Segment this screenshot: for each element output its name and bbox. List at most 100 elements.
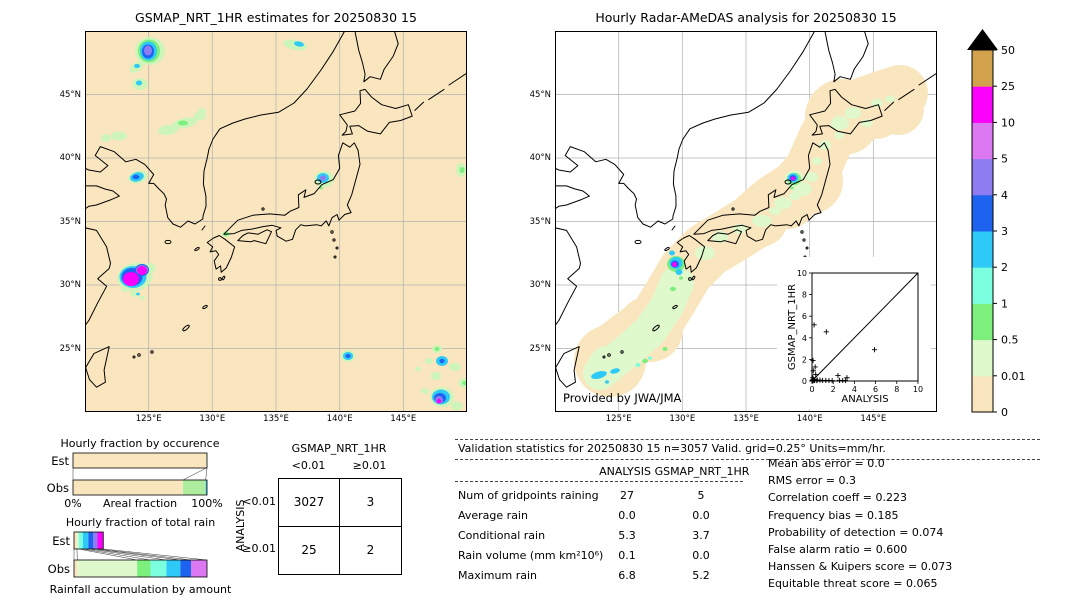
- left-map-title: GSMAP_NRT_1HR estimates for 20250830 15: [135, 10, 417, 25]
- stats-row: Num of gridpoints raining 27 5: [455, 485, 755, 505]
- inset-y-tick: 0: [802, 377, 807, 386]
- bar-segment: [97, 532, 104, 549]
- colorbar: 0 0.01 0.5 1 2 3 4 5 10 25 50: [967, 29, 1026, 419]
- row-label-est: Est: [52, 534, 70, 548]
- colorbar-segment: [972, 267, 993, 304]
- provider-credit: Provided by JWA/JMA: [563, 391, 682, 405]
- stats-value-gsmap: 5.2: [692, 568, 710, 582]
- map-gridlines: [85, 31, 467, 412]
- inset-x-tick: 0: [809, 385, 814, 394]
- bar-segment: [73, 480, 183, 495]
- bar-segment: [82, 532, 89, 549]
- stats-value-analysis: 5.3: [618, 528, 636, 542]
- x-tick-100: 100%: [191, 497, 222, 510]
- validation-stats-header: Validation statistics for 20250830 15 n=…: [458, 442, 886, 455]
- inset-x-tick: 4: [852, 385, 857, 394]
- inset-y-tick: 2: [802, 355, 807, 364]
- stats-value-gsmap: 3.7: [692, 528, 710, 542]
- inset-y-tick: 4: [802, 334, 807, 343]
- totalrain-fraction-chart: Hourly fraction of total rain Est Obs Rainf…: [48, 516, 232, 596]
- bar-segment: [137, 560, 151, 577]
- colorbar-tick-label: 2: [1001, 261, 1008, 274]
- bar-segment: [74, 532, 77, 549]
- contingency-col-label-lt: <0.01: [291, 459, 326, 472]
- stats-row: Conditional rain 5.3 3.7: [455, 525, 755, 545]
- colorbar-segment: [972, 158, 993, 196]
- lat-tick-label: 40°N: [529, 153, 551, 163]
- inset-x-tick: 2: [831, 385, 836, 394]
- inset-y-tick: 8: [802, 291, 807, 300]
- stats-col-analysis: ANALYSIS: [599, 465, 651, 478]
- contingency-row-label-ge: ≥0.01: [242, 542, 276, 555]
- inset-y-axis-label: GSMAP_NRT_1HR: [787, 284, 798, 370]
- colorbar-segment: [972, 303, 993, 341]
- colorbar-tick-label: 4: [1001, 189, 1008, 202]
- colorbar-tick-label: 1: [1001, 297, 1008, 310]
- stats-metric: Hanssen & Kuipers score = 0.073: [768, 560, 953, 574]
- scatter-point: [811, 378, 817, 384]
- colorbar-segment: [972, 231, 993, 268]
- scatter-point: [823, 329, 829, 335]
- scatter-point: [844, 375, 850, 381]
- stats-value-gsmap: 0.0: [692, 508, 710, 522]
- identity-line: [811, 272, 919, 382]
- scatter-point: [810, 357, 816, 364]
- colorbar-tick-label: 10: [1001, 116, 1015, 129]
- lat-tick-label: 40°N: [59, 153, 81, 163]
- right-map-title: Hourly Radar-AMeDAS analysis for 2025083…: [595, 10, 897, 25]
- colorbar-tick-label: 3: [1001, 225, 1008, 238]
- lon-tick-label: 130°E: [669, 414, 696, 424]
- scatter-point: [842, 377, 848, 384]
- bar-segment: [76, 532, 79, 549]
- stats-row-label: Rain volume (mm km²10⁶): [458, 548, 604, 562]
- colorbar-segment: [972, 194, 993, 232]
- validation-stats-panel: Validation statistics for 20250830 15 n=…: [455, 437, 1055, 607]
- bar-segment: [166, 560, 181, 577]
- lon-tick-label: 135°E: [733, 414, 759, 424]
- divider: [455, 459, 1040, 460]
- stats-metric: RMS error = 0.3: [768, 474, 856, 488]
- lon-tick-label: 135°E: [263, 414, 289, 424]
- scatter-point: [835, 373, 841, 379]
- contingency-col-axis-label: GSMAP_NRT_1HR: [291, 442, 387, 455]
- lon-tick-label: 145°E: [860, 414, 887, 424]
- row-label-est: Est: [51, 454, 69, 468]
- stats-row-label: Maximum rain: [458, 568, 537, 582]
- bar-segment: [191, 560, 207, 577]
- inset-scatter-plot: 00 2 2 4 4 6 6 8 8 10 10 ANALYSIS GSMAP_NRT_1HR: [777, 257, 931, 409]
- contingency-row-axis-label: ANALYSIS: [234, 499, 247, 552]
- contingency-cell-01: 3: [340, 479, 401, 527]
- lat-tick-label: 25°N: [529, 343, 551, 354]
- inset-x-tick: 10: [913, 385, 923, 394]
- row-label-obs: Obs: [47, 481, 69, 495]
- lat-tick-label: 35°N: [59, 216, 81, 227]
- divider: [455, 439, 1040, 440]
- inset-y-tick: 6: [802, 312, 807, 321]
- contingency-table: GSMAP_NRT_1HR <0.01 ≥0.01 ANALYSIS <0.01…: [230, 440, 445, 600]
- lat-tick-label: 25°N: [59, 343, 81, 354]
- colorbar-segment: [972, 339, 993, 377]
- contingency-cell-00: 3027: [279, 479, 340, 527]
- lat-tick-label: 45°N: [529, 89, 551, 100]
- colorbar-tick-label: 25: [1001, 80, 1015, 93]
- bar-segment: [205, 480, 207, 495]
- colorbar-tick-label: 0.01: [1001, 370, 1026, 383]
- contingency-cell-10: 25: [279, 526, 340, 574]
- colorbar-segment: [972, 375, 993, 413]
- stats-row: Rain volume (mm km²10⁶) 0.1 0.0: [455, 545, 755, 565]
- stats-metric: Equitable threat score = 0.065: [768, 577, 938, 591]
- lon-tick-label: 130°E: [199, 414, 226, 424]
- scatter-point: [811, 322, 817, 328]
- scatter-point: [871, 347, 878, 353]
- contingency-grid: 3027 3 25 2: [278, 478, 402, 575]
- scatter-point: [829, 377, 835, 384]
- contingency-col-label-ge: ≥0.01: [352, 459, 387, 472]
- stats-rows: Num of gridpoints raining 27 5 Average rain…: [455, 485, 755, 585]
- bar-segment: [77, 560, 138, 577]
- x-tick-0: 0%: [64, 497, 81, 510]
- lon-tick-label: 145°E: [390, 414, 417, 424]
- lat-tick-label: 30°N: [529, 280, 551, 290]
- colorbar-tick-label: 0: [1001, 406, 1008, 419]
- stats-metric: Frequency bias = 0.185: [768, 508, 899, 522]
